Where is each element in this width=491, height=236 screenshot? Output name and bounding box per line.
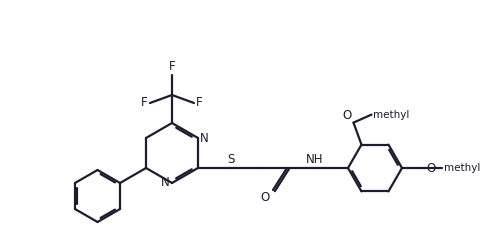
Text: F: F [141,97,148,110]
Text: methyl: methyl [374,110,410,120]
Text: O: O [426,161,435,174]
Text: F: F [196,97,203,110]
Text: O: O [342,109,352,122]
Text: methyl: methyl [444,163,480,173]
Text: N: N [200,131,209,144]
Text: O: O [261,191,270,204]
Text: S: S [227,153,235,166]
Text: N: N [161,177,170,190]
Text: NH: NH [306,153,324,166]
Text: F: F [169,60,175,73]
